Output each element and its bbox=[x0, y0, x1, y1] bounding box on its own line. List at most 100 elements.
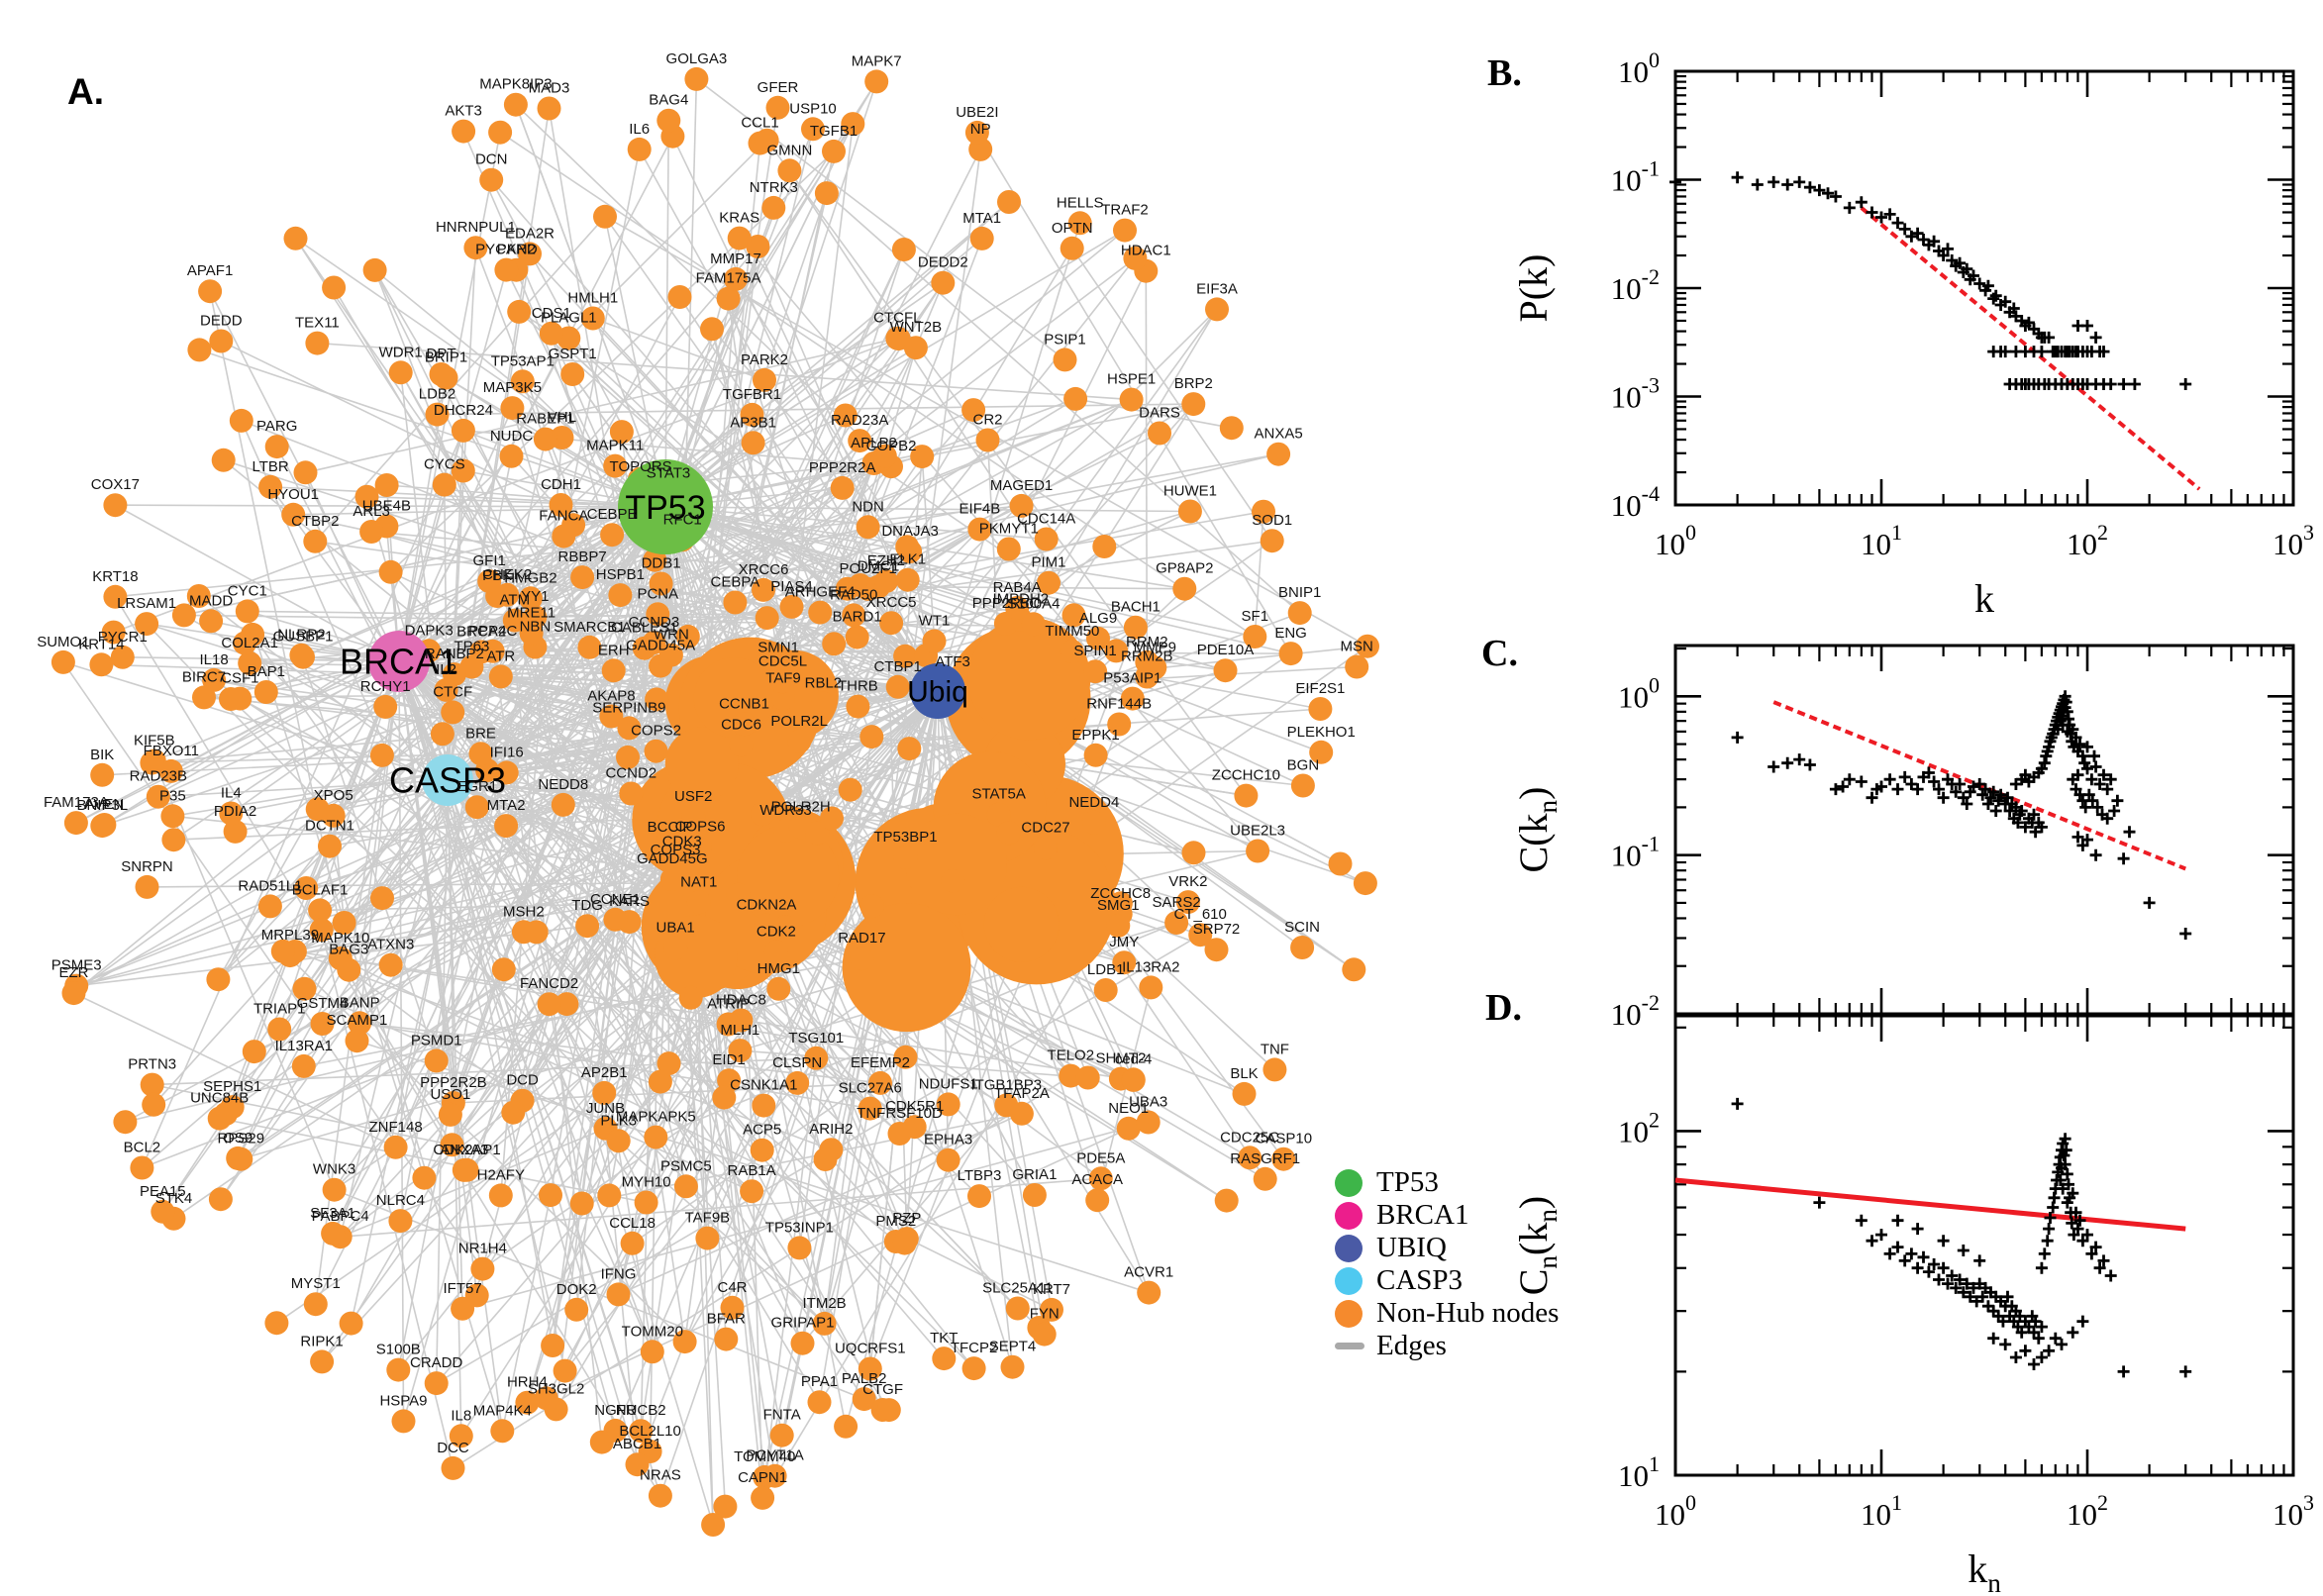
network-node bbox=[753, 1464, 777, 1489]
network-node bbox=[441, 1455, 465, 1480]
network-node bbox=[308, 898, 333, 923]
network-edge bbox=[1254, 511, 1264, 638]
network-node bbox=[755, 606, 779, 631]
network-node bbox=[452, 1157, 476, 1182]
gene-label: IFI16 bbox=[490, 744, 524, 760]
gene-label: BAG3 bbox=[329, 942, 368, 958]
gene-label: AP3B1 bbox=[730, 414, 776, 431]
gene-label: PARK2 bbox=[741, 351, 788, 368]
network-node bbox=[209, 329, 234, 353]
network-node bbox=[500, 396, 525, 421]
network-node bbox=[303, 1292, 328, 1317]
network-node bbox=[463, 236, 488, 260]
data-point bbox=[2007, 302, 2020, 315]
network-node bbox=[294, 876, 319, 900]
network-node bbox=[199, 609, 224, 634]
network-node bbox=[644, 1125, 668, 1149]
network-node bbox=[438, 1102, 462, 1127]
network-node bbox=[1005, 1296, 1030, 1321]
network-node bbox=[490, 1419, 515, 1444]
data-point bbox=[1928, 1258, 1941, 1270]
gene-label: POLR2H bbox=[771, 798, 831, 815]
network-node bbox=[1238, 1146, 1262, 1170]
gene-label: XPO5 bbox=[314, 787, 354, 804]
network-edge bbox=[173, 690, 939, 1220]
network-node bbox=[494, 257, 519, 282]
tick-label: 101 bbox=[1861, 1490, 1902, 1532]
network-edge bbox=[664, 506, 1256, 638]
gene-label: CDC6 bbox=[721, 716, 761, 733]
gene-label: TOMM20 bbox=[622, 1323, 683, 1340]
network-node bbox=[716, 1012, 741, 1037]
gene-label: IL4 bbox=[221, 785, 242, 802]
data-point bbox=[1883, 208, 1896, 221]
data-point bbox=[2073, 738, 2086, 750]
network-node bbox=[575, 914, 600, 939]
network-edge bbox=[329, 846, 504, 1432]
network-node bbox=[629, 1419, 654, 1444]
gene-label: TFAP2A bbox=[994, 1085, 1050, 1102]
network-edge bbox=[102, 642, 655, 827]
gene-label: DCN bbox=[475, 151, 508, 168]
network-edge bbox=[618, 1113, 1023, 1296]
data-point bbox=[2060, 1144, 2072, 1156]
gene-label: AVEN bbox=[85, 796, 125, 813]
data-point bbox=[1937, 1261, 1950, 1274]
gene-label: TRIAP1 bbox=[253, 1001, 306, 1018]
network-node bbox=[253, 680, 278, 704]
gene-label: NAT1 bbox=[680, 873, 717, 890]
network-nodes-layer bbox=[50, 66, 1379, 1537]
network-edge bbox=[1074, 398, 1232, 429]
gene-label: USP10 bbox=[789, 100, 837, 117]
gene-label: CTCF bbox=[433, 683, 472, 700]
network-node bbox=[369, 743, 394, 767]
gene-label: BRE bbox=[465, 725, 496, 742]
data-point bbox=[2089, 331, 2102, 344]
gene-label: CT_610 bbox=[1174, 906, 1227, 923]
network-edge bbox=[496, 452, 1279, 597]
gene-label: BAG4 bbox=[649, 92, 688, 109]
gene-label: PMS2 bbox=[875, 1213, 916, 1230]
tick-label: 100 bbox=[1618, 48, 1660, 89]
network-node bbox=[996, 537, 1021, 561]
gene-label: LRSAM1 bbox=[117, 595, 176, 612]
network-node bbox=[291, 1053, 316, 1078]
gene-label: JUNB bbox=[586, 1100, 625, 1117]
gene-label: HDAC1 bbox=[1121, 243, 1171, 259]
data-point bbox=[2097, 768, 2110, 781]
data-point bbox=[2043, 1345, 2056, 1357]
gene-label: LDB1 bbox=[1087, 961, 1125, 978]
network-node bbox=[374, 473, 399, 497]
network-node bbox=[663, 936, 688, 960]
gene-label: NLRP2 bbox=[277, 627, 325, 644]
data-point bbox=[1891, 1214, 1904, 1227]
network-node bbox=[533, 427, 557, 451]
data-point bbox=[2089, 760, 2102, 773]
network-node bbox=[1053, 348, 1077, 372]
data-point bbox=[2085, 1247, 2098, 1260]
gene-label: ATR bbox=[486, 648, 515, 664]
network-node bbox=[292, 976, 317, 1001]
gene-label: BFAR bbox=[707, 1311, 746, 1328]
data-point bbox=[1950, 1281, 1963, 1294]
network-node bbox=[936, 1092, 960, 1117]
network-node bbox=[378, 952, 403, 977]
gene-label: DPT bbox=[427, 346, 456, 362]
network-node bbox=[807, 1390, 832, 1415]
network-edge bbox=[604, 216, 939, 692]
network-node bbox=[716, 286, 741, 311]
network-node bbox=[695, 1226, 720, 1250]
gene-label: TAF9B bbox=[685, 1210, 731, 1227]
data-point bbox=[2054, 1174, 2067, 1186]
network-node bbox=[1290, 773, 1315, 798]
network-node bbox=[1093, 978, 1118, 1002]
gene-label: RIPK1 bbox=[300, 1333, 343, 1349]
data-point bbox=[2022, 316, 2035, 329]
data-point bbox=[2128, 378, 2141, 390]
network-node bbox=[726, 882, 751, 907]
gene-label: CAPN1 bbox=[738, 1469, 787, 1486]
network-node bbox=[441, 700, 465, 725]
gene-label: WRN bbox=[654, 627, 689, 644]
network-node bbox=[264, 435, 289, 459]
network-node bbox=[1060, 640, 1084, 664]
